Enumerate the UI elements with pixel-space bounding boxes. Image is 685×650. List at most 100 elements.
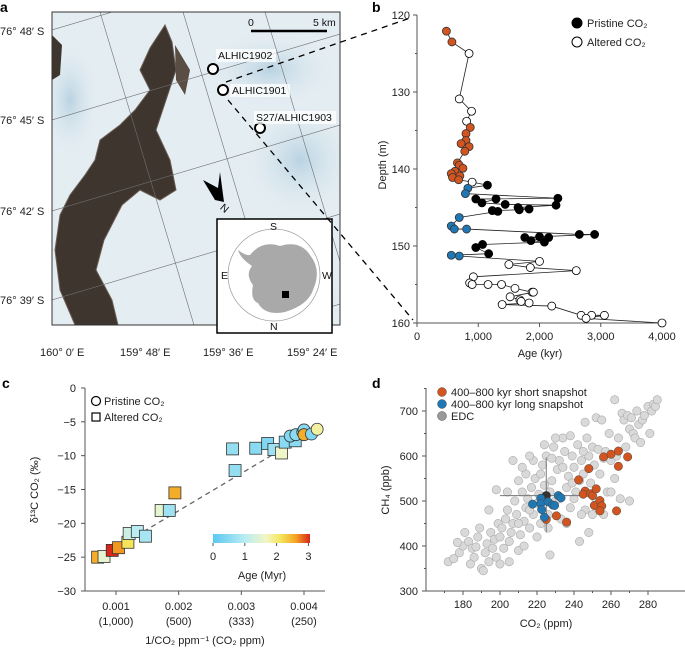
b-point-pristine bbox=[540, 237, 549, 247]
d-point-edc bbox=[547, 453, 557, 463]
b-point-long bbox=[449, 224, 459, 234]
b-point-short bbox=[454, 175, 464, 185]
d-point-edc bbox=[532, 532, 542, 542]
scale-start-label: 0 bbox=[248, 17, 254, 29]
d-legend-short-label: 400–800 kyr short snapshot bbox=[451, 387, 587, 399]
b-point-altered bbox=[657, 318, 667, 328]
d-point-edc bbox=[502, 487, 512, 497]
c-legend-pristine-label: Pristine CO₂ bbox=[104, 396, 165, 408]
c-x-tick-sublabel: (1,000) bbox=[99, 616, 134, 628]
b-x-tick-label: 4,000 bbox=[648, 331, 676, 343]
b-point-altered bbox=[535, 256, 544, 266]
b-point-altered bbox=[516, 297, 526, 306]
d-point-edc bbox=[517, 462, 527, 472]
inset-label-s: S bbox=[270, 221, 277, 233]
b-y-tick-label: 130 bbox=[392, 87, 410, 99]
d-point-short-snapshot bbox=[584, 464, 594, 474]
b-legend-altered-marker bbox=[571, 36, 583, 48]
d-point-edc bbox=[484, 557, 494, 567]
d-point-edc bbox=[636, 437, 646, 447]
c-fit-line bbox=[96, 428, 317, 560]
b-point-altered bbox=[581, 313, 591, 323]
b-point-altered bbox=[600, 310, 609, 320]
d-x-axis-label: CO₂ (ppm) bbox=[520, 618, 573, 630]
lon-label: 160° 0′ E bbox=[40, 347, 84, 359]
b-point-pristine bbox=[524, 204, 534, 214]
d-point-short-snapshot bbox=[606, 449, 616, 459]
b-point-altered bbox=[504, 260, 514, 269]
lon-label: 159° 48′ E bbox=[120, 347, 171, 359]
b-point-pristine bbox=[590, 230, 600, 239]
d-point-short-snapshot bbox=[574, 475, 584, 485]
b-point-altered bbox=[467, 106, 476, 116]
d-point-edc bbox=[515, 530, 525, 540]
b-point-altered bbox=[467, 280, 477, 289]
d-x-tick-label: 240 bbox=[565, 599, 583, 611]
d-point-edc bbox=[465, 559, 475, 569]
b-point-pristine bbox=[526, 236, 536, 246]
d-point-edc bbox=[652, 395, 662, 405]
b-point-pristine bbox=[493, 206, 503, 216]
b-point-altered bbox=[510, 283, 520, 293]
b-point-altered bbox=[497, 300, 507, 309]
d-point-edc bbox=[501, 514, 511, 524]
d-point-edc bbox=[584, 527, 594, 537]
d-point-edc bbox=[526, 482, 536, 492]
c-point-pristine bbox=[310, 422, 324, 436]
d-legend-long-marker bbox=[437, 399, 447, 409]
d-point-edc bbox=[580, 417, 590, 427]
c-point-altered bbox=[226, 442, 239, 456]
d-point-edc bbox=[475, 523, 485, 533]
c-point-altered bbox=[162, 504, 176, 517]
d-point-short-snapshot bbox=[588, 491, 597, 501]
c-legend-altered-marker bbox=[91, 412, 101, 422]
b-legend-pristine-label: Pristine CO₂ bbox=[587, 18, 648, 30]
b-y-axis-label: Depth (m) bbox=[377, 141, 389, 190]
c-y-tick-label: −30 bbox=[57, 586, 76, 598]
b-point-pristine bbox=[484, 249, 494, 259]
ch4-co2-chart: CH₄ (ppb) CO₂ (ppm) 300 400 500 600 700 180 20… bbox=[380, 387, 685, 630]
d-point-edc bbox=[504, 557, 514, 567]
antarctica-shape bbox=[238, 244, 317, 313]
d-point-edc bbox=[549, 442, 559, 452]
panel-label-d: d bbox=[372, 375, 381, 391]
site-marker-alhic1901 bbox=[217, 84, 229, 96]
c-point-altered bbox=[139, 529, 152, 543]
b-point-long bbox=[446, 250, 456, 260]
d-point-edc bbox=[497, 523, 507, 533]
d-point-edc bbox=[471, 542, 481, 552]
d-point-edc bbox=[613, 433, 623, 443]
rock-outcrop bbox=[54, 23, 177, 325]
d-x-tick-label: 180 bbox=[454, 599, 472, 611]
d-point-edc bbox=[576, 455, 586, 465]
d-y-tick-label: 500 bbox=[400, 496, 418, 508]
site-label-alhic1901: ALHIC1901 bbox=[232, 85, 286, 97]
d-point-edc bbox=[539, 480, 549, 490]
d-point-edc bbox=[565, 503, 575, 513]
d-point-edc bbox=[512, 509, 522, 519]
c-x-axis-label: 1/CO₂ ppm⁻¹ (CO₂ ppm) bbox=[145, 635, 264, 647]
d-point-edc bbox=[508, 455, 518, 465]
b-point-pristine bbox=[535, 232, 544, 242]
b-point-altered bbox=[497, 280, 506, 289]
b-legend-altered-label: Altered CO₂ bbox=[587, 37, 646, 49]
d-point-edc bbox=[510, 496, 520, 506]
d-point-edc bbox=[575, 536, 585, 546]
b-y-tick-label: 150 bbox=[392, 241, 410, 253]
d-point-edc bbox=[488, 543, 498, 553]
b-point-pristine bbox=[477, 198, 487, 208]
b-point-short bbox=[458, 163, 468, 173]
d-point-edc bbox=[569, 462, 579, 472]
lat-label: 76° 48′ S bbox=[0, 26, 44, 38]
b-point-pristine bbox=[551, 200, 561, 210]
d-point-edc bbox=[573, 440, 583, 450]
d-point-edc bbox=[610, 473, 620, 483]
b-point-altered bbox=[467, 177, 477, 187]
b-series-line bbox=[446, 30, 663, 324]
site-marker-s27 bbox=[254, 122, 266, 134]
b-point-short bbox=[465, 123, 475, 132]
b-point-long bbox=[462, 224, 472, 234]
c-point-altered bbox=[168, 486, 182, 500]
d-y-tick-label: 300 bbox=[400, 586, 418, 598]
